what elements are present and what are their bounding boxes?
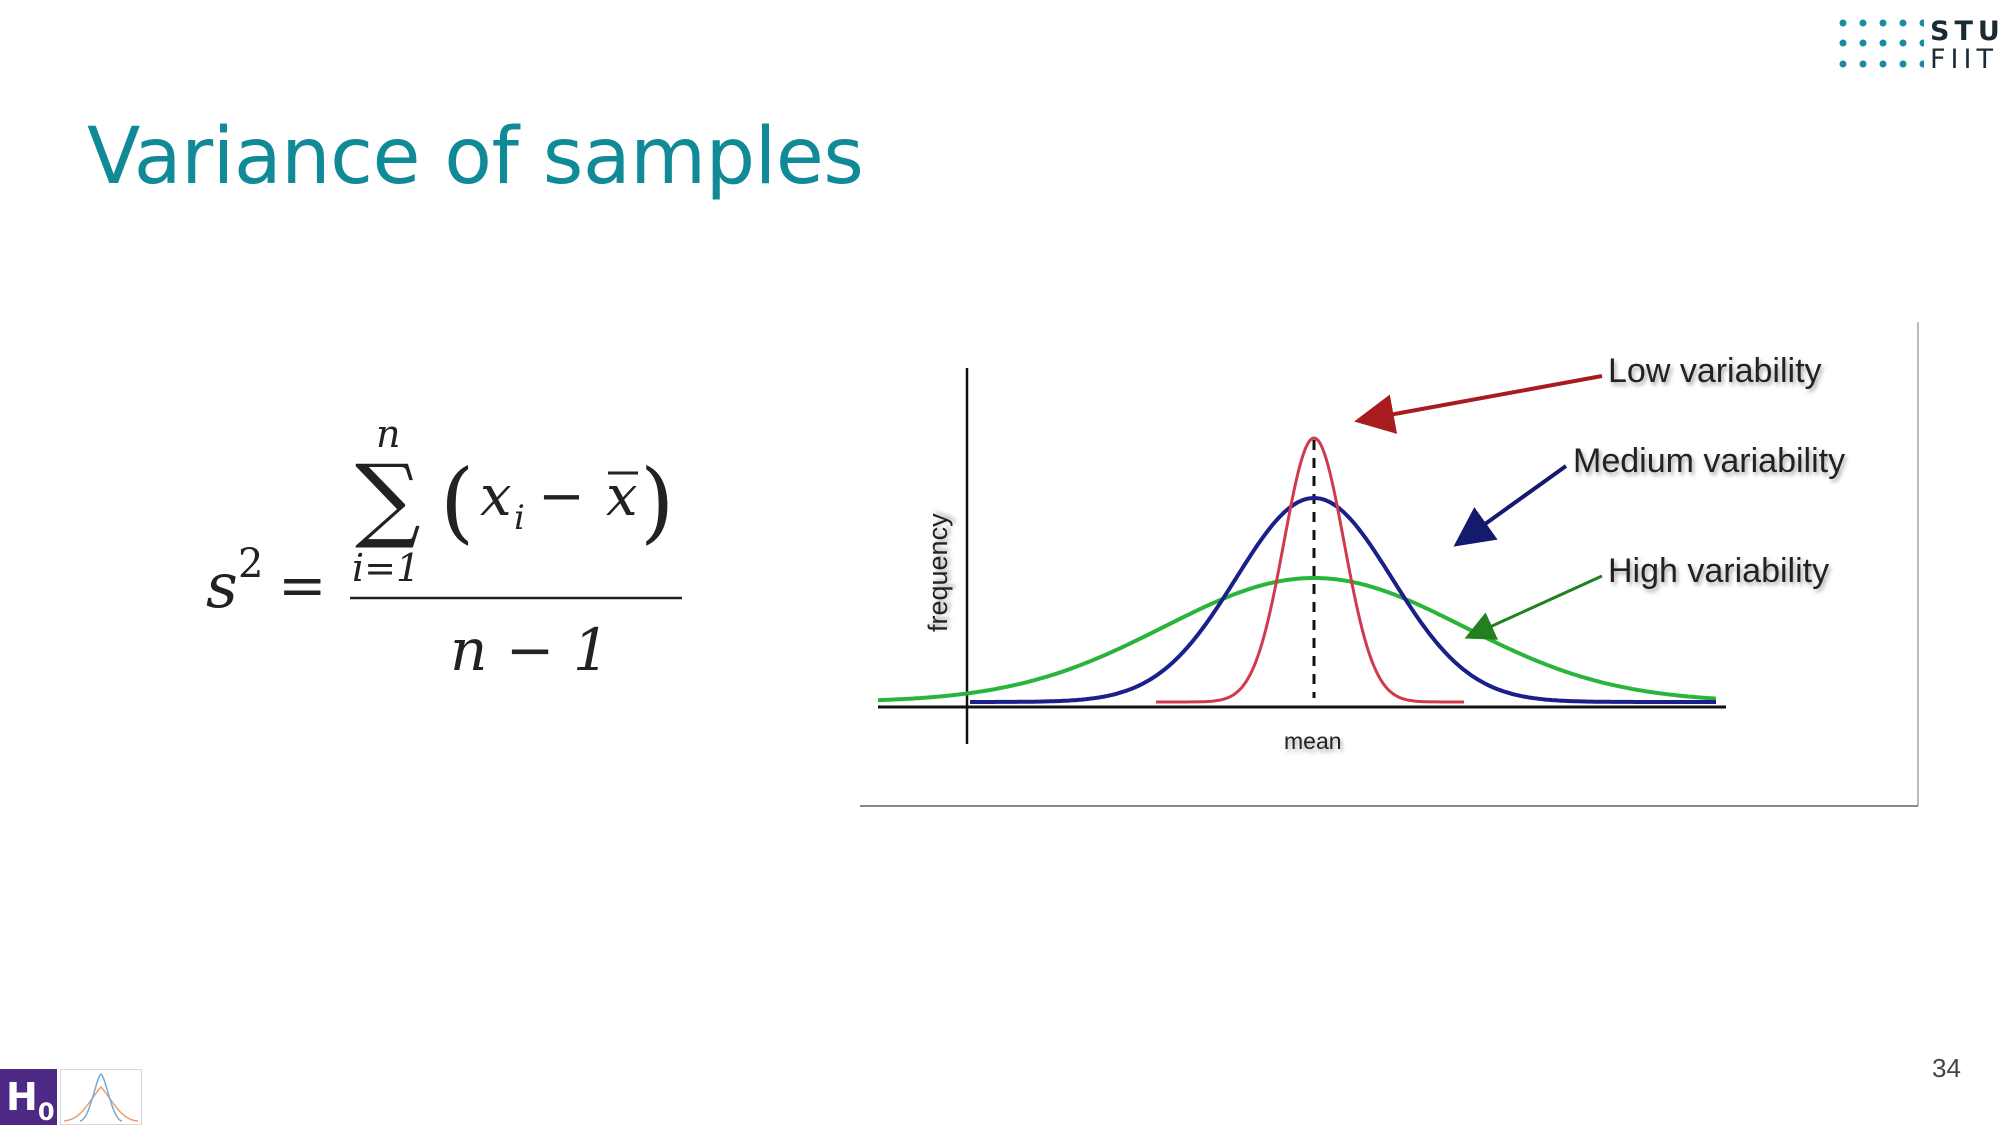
medium-variability-arrow [1453,464,1568,547]
logo-text-stu: STU [1930,16,2000,47]
logo-dot-grid [1839,19,1924,68]
formula-sum-symbol: ∑ [355,445,421,552]
h0-badge: H0 [0,1069,57,1126]
logo-text-fiit: FIIT [1930,44,1998,75]
stu-fiit-logo: STU FIIT [1838,16,2000,76]
x-axis-label: mean [1284,728,1342,754]
high-variability-arrow [1464,574,1603,640]
formula-close-paren: ) [640,450,674,553]
variability-figure: frequency mean Low variability Medium va… [860,322,1919,807]
h0-letter: H [6,1075,38,1119]
high-variability-label: High variability [1608,552,1829,590]
formula-term-var: x [480,464,512,529]
formula-sum-lower: i=1 [352,546,420,590]
low-variability-label: Low variability [1608,352,1822,390]
page-number: 34 [1932,1053,1961,1083]
low-variability-curve [1156,436,1464,704]
low-variability-arrow [1354,374,1603,434]
formula-open-paren: ( [440,450,474,553]
medium-variability-curve [970,495,1716,704]
formula-sum-upper: n [376,415,400,456]
h0-label: H0 [6,1075,55,1134]
formula-minus: − [538,464,585,529]
high-variability-curve [877,576,1717,703]
mini-curve-narrow [79,1073,123,1122]
y-axis-label: frequency [923,513,953,632]
medium-variability-label: Medium variability [1573,442,1845,480]
h0-subscript: 0 [37,1098,55,1126]
formula-lhs-exponent: 2 [238,541,263,587]
variance-formula: s 2 = n ∑ i=1 ( x i − x ) n − 1 [206,415,682,684]
formula-denominator: n − 1 [450,616,610,684]
mini-curve-wide [63,1085,139,1122]
formula-term-sub: i [514,498,525,538]
formula-mean-symbol: x [606,464,638,529]
mini-distribution-icon [60,1069,142,1125]
formula-lhs-base: s [206,549,238,622]
slide-title: Variance of samples [87,112,864,202]
formula-equals: = [278,551,327,619]
